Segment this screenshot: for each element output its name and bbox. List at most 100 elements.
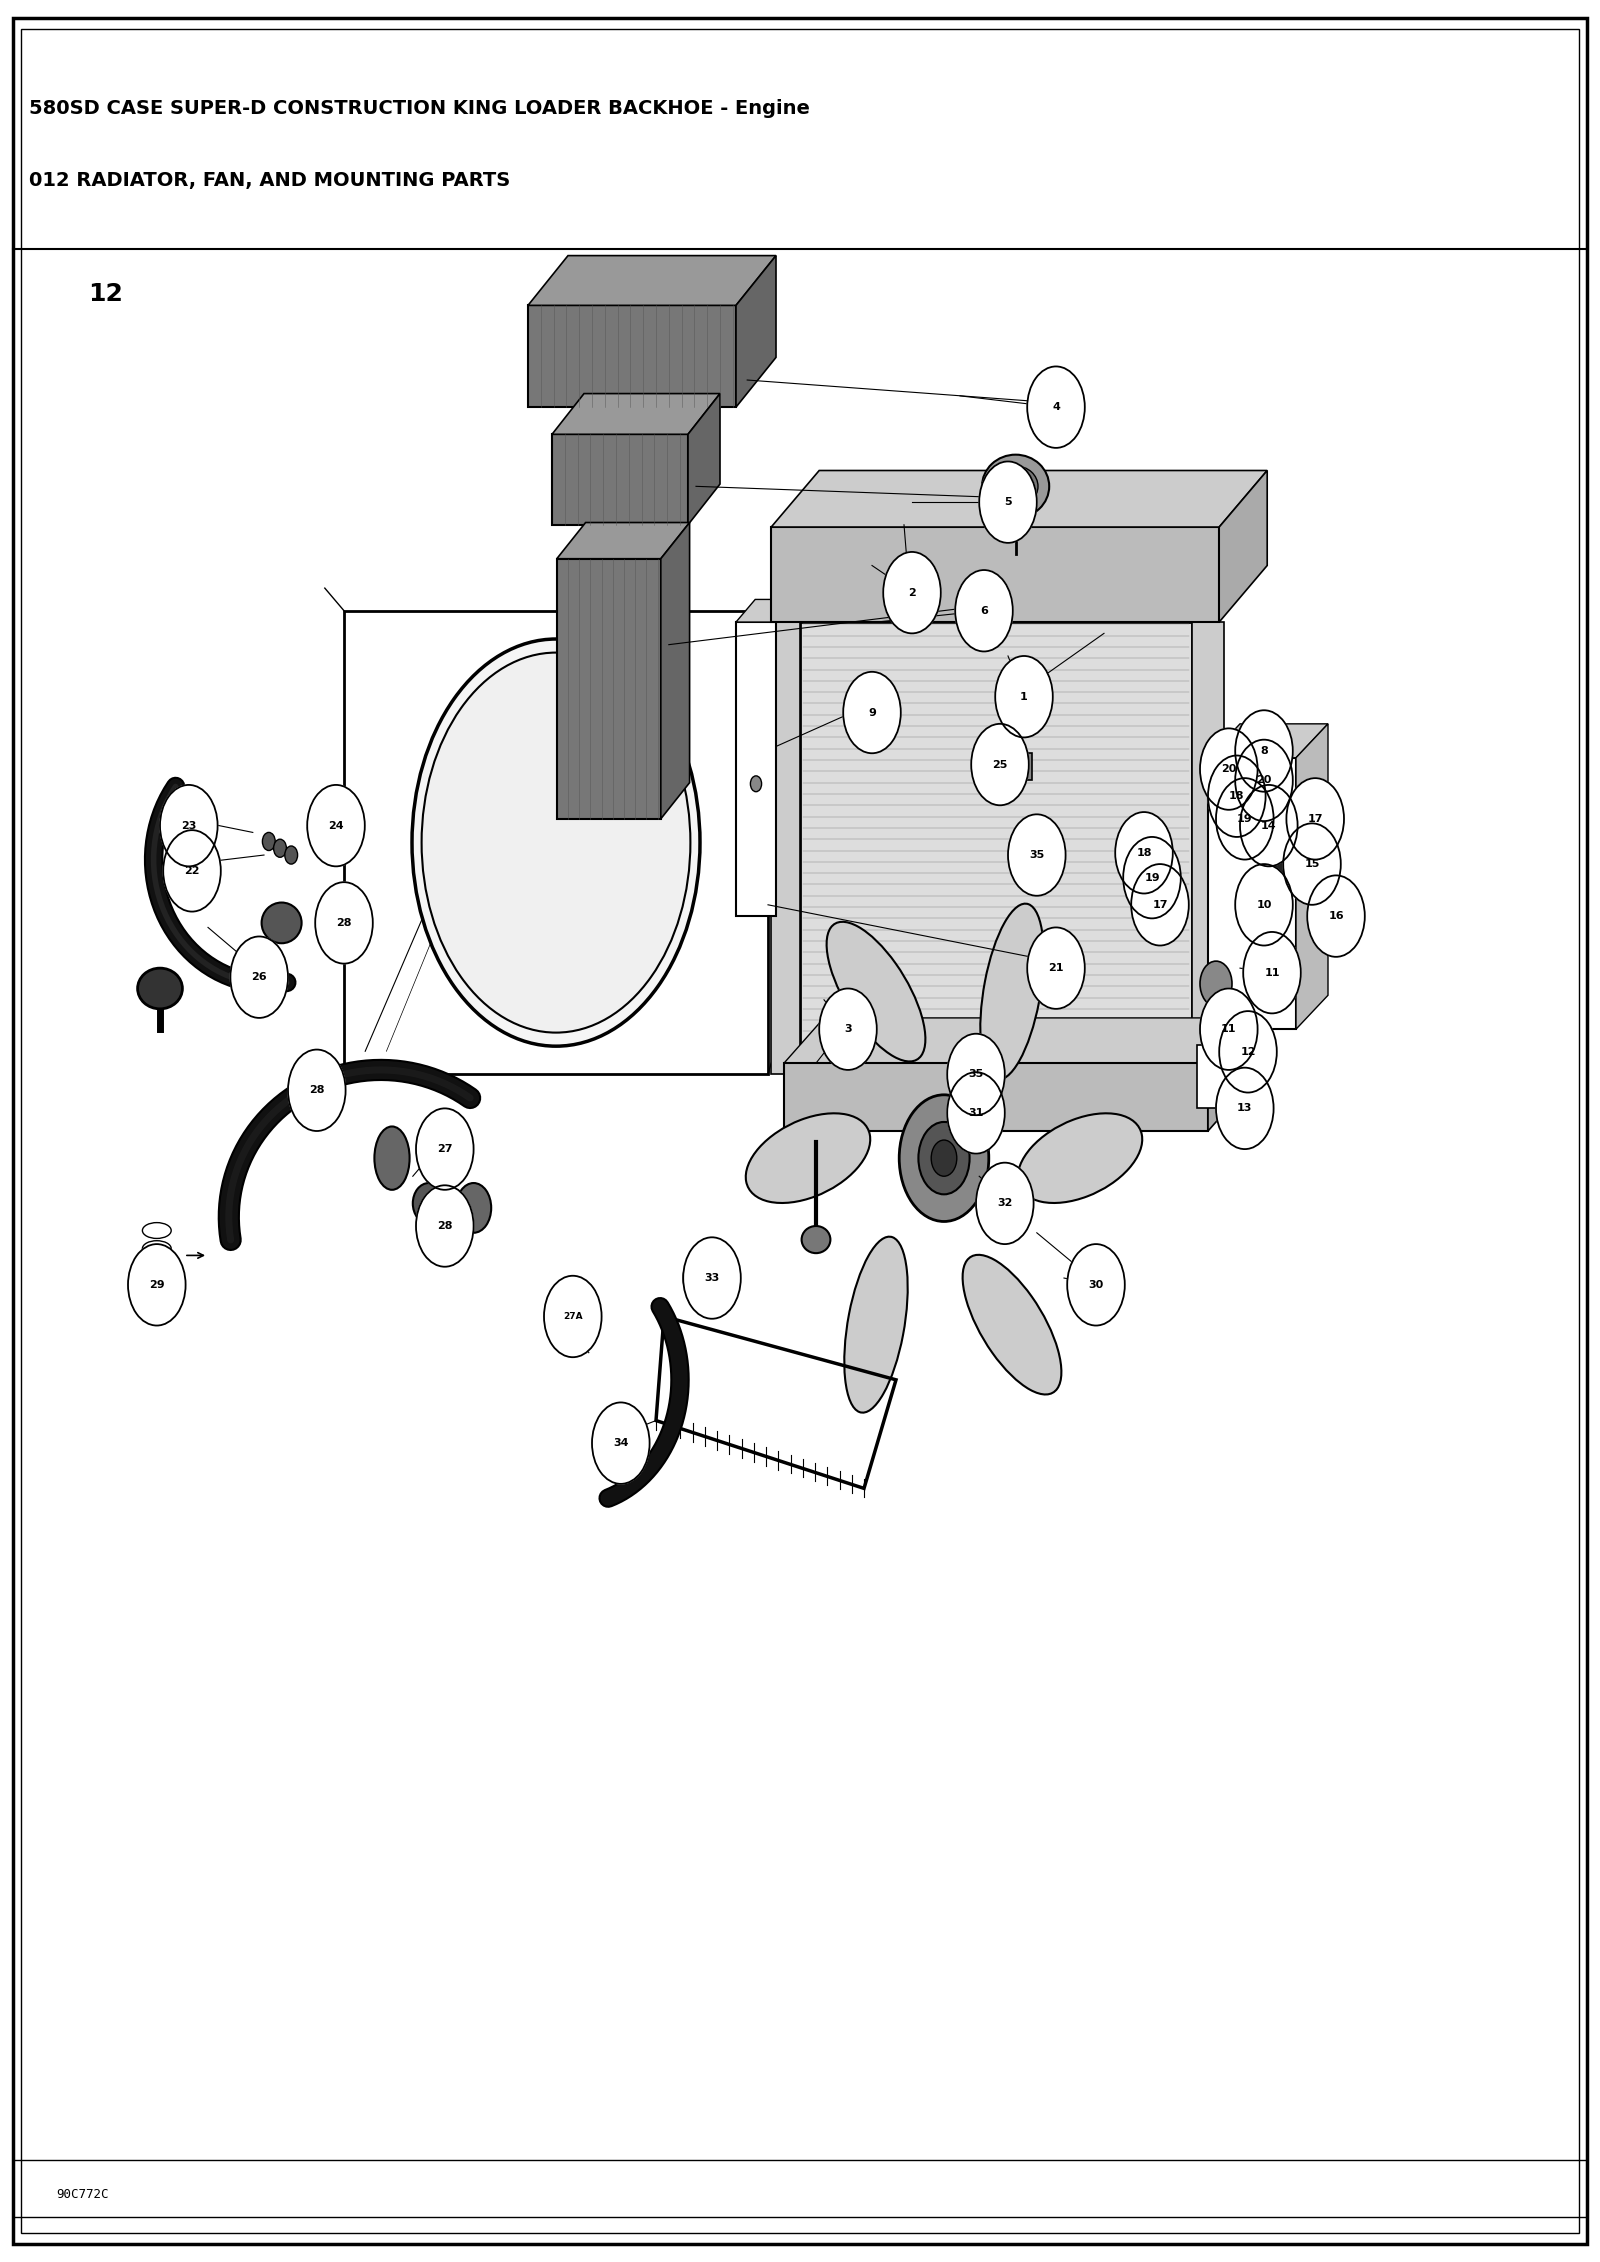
Circle shape — [1067, 1244, 1125, 1326]
Text: 8: 8 — [1261, 746, 1267, 756]
Ellipse shape — [683, 1253, 731, 1303]
Circle shape — [1200, 988, 1258, 1070]
Circle shape — [843, 672, 901, 753]
Ellipse shape — [982, 455, 1050, 518]
Polygon shape — [771, 470, 1267, 527]
Text: 28: 28 — [309, 1086, 325, 1095]
Bar — [800, 622, 1192, 1063]
Circle shape — [1115, 812, 1173, 893]
Text: 26: 26 — [251, 973, 267, 982]
Text: 2: 2 — [909, 588, 915, 597]
Text: 33: 33 — [704, 1274, 720, 1283]
Circle shape — [1240, 785, 1298, 866]
Text: 9: 9 — [869, 708, 875, 717]
Text: 1: 1 — [1021, 692, 1027, 701]
Circle shape — [1285, 853, 1301, 875]
Text: 11: 11 — [1264, 968, 1280, 977]
Ellipse shape — [261, 903, 301, 943]
Text: 16: 16 — [1328, 912, 1344, 921]
Text: 28: 28 — [336, 918, 352, 927]
Text: 15: 15 — [1304, 860, 1320, 869]
Ellipse shape — [1018, 1113, 1142, 1203]
Circle shape — [1264, 893, 1280, 916]
Text: 17: 17 — [1307, 814, 1323, 823]
Polygon shape — [1208, 1018, 1248, 1131]
Circle shape — [1200, 961, 1232, 1007]
Circle shape — [1027, 841, 1046, 869]
Circle shape — [955, 570, 1013, 651]
Ellipse shape — [750, 776, 762, 792]
Polygon shape — [688, 394, 720, 525]
Text: 30: 30 — [1088, 1280, 1104, 1289]
Circle shape — [1259, 927, 1275, 950]
Circle shape — [307, 785, 365, 866]
Circle shape — [1219, 1011, 1277, 1093]
Text: 34: 34 — [613, 1439, 629, 1448]
Circle shape — [288, 1050, 346, 1131]
Circle shape — [422, 651, 691, 1031]
Circle shape — [819, 988, 877, 1070]
Polygon shape — [1296, 724, 1328, 1029]
Text: 18: 18 — [1229, 792, 1245, 801]
Ellipse shape — [698, 1267, 717, 1289]
Text: 12: 12 — [1240, 1047, 1256, 1056]
Circle shape — [544, 1276, 602, 1357]
Bar — [552, 434, 688, 525]
Circle shape — [1027, 927, 1085, 1009]
Circle shape — [1200, 728, 1258, 810]
Polygon shape — [736, 599, 795, 622]
Circle shape — [1235, 740, 1293, 821]
Circle shape — [1042, 855, 1054, 873]
Text: 28: 28 — [437, 1221, 453, 1231]
Bar — [1008, 753, 1032, 780]
Circle shape — [285, 846, 298, 864]
Circle shape — [1008, 814, 1066, 896]
Ellipse shape — [374, 1126, 410, 1190]
Text: 18: 18 — [1136, 848, 1152, 857]
Text: 10: 10 — [1256, 900, 1272, 909]
Bar — [1275, 860, 1299, 882]
Circle shape — [262, 832, 275, 851]
Bar — [784, 1063, 1208, 1131]
Polygon shape — [784, 1018, 1248, 1063]
Bar — [736, 622, 776, 916]
Text: 90C772C: 90C772C — [56, 2187, 109, 2201]
Circle shape — [1216, 778, 1274, 860]
Text: 4: 4 — [1053, 403, 1059, 412]
Text: 580SD CASE SUPER-D CONSTRUCTION KING LOADER BACKHOE - Engine: 580SD CASE SUPER-D CONSTRUCTION KING LOA… — [29, 100, 810, 118]
Circle shape — [683, 1237, 741, 1319]
Circle shape — [1235, 864, 1293, 946]
Ellipse shape — [963, 1255, 1061, 1393]
Circle shape — [163, 830, 221, 912]
Ellipse shape — [802, 1226, 830, 1253]
Text: 20: 20 — [1256, 776, 1272, 785]
Bar — [557, 559, 661, 819]
Circle shape — [971, 724, 1029, 805]
Text: 22: 22 — [184, 866, 200, 875]
Circle shape — [918, 1122, 970, 1194]
Bar — [1208, 758, 1296, 1029]
Circle shape — [230, 936, 288, 1018]
Ellipse shape — [845, 1237, 907, 1414]
Ellipse shape — [994, 466, 1038, 507]
Polygon shape — [552, 394, 720, 434]
Circle shape — [947, 1034, 1005, 1115]
Text: 31: 31 — [968, 1108, 984, 1117]
Circle shape — [899, 1095, 989, 1221]
Circle shape — [947, 1072, 1005, 1154]
Circle shape — [1283, 823, 1341, 905]
Text: 25: 25 — [992, 760, 1008, 769]
Polygon shape — [528, 256, 776, 305]
Circle shape — [1272, 853, 1288, 875]
Circle shape — [592, 1402, 650, 1484]
Circle shape — [883, 552, 941, 633]
Polygon shape — [736, 256, 776, 407]
Circle shape — [128, 1244, 186, 1326]
Text: 29: 29 — [149, 1280, 165, 1289]
Circle shape — [976, 1163, 1034, 1244]
Text: 23: 23 — [181, 821, 197, 830]
Circle shape — [1307, 875, 1365, 957]
Circle shape — [931, 1140, 957, 1176]
Text: 35: 35 — [1029, 851, 1045, 860]
Circle shape — [274, 839, 286, 857]
